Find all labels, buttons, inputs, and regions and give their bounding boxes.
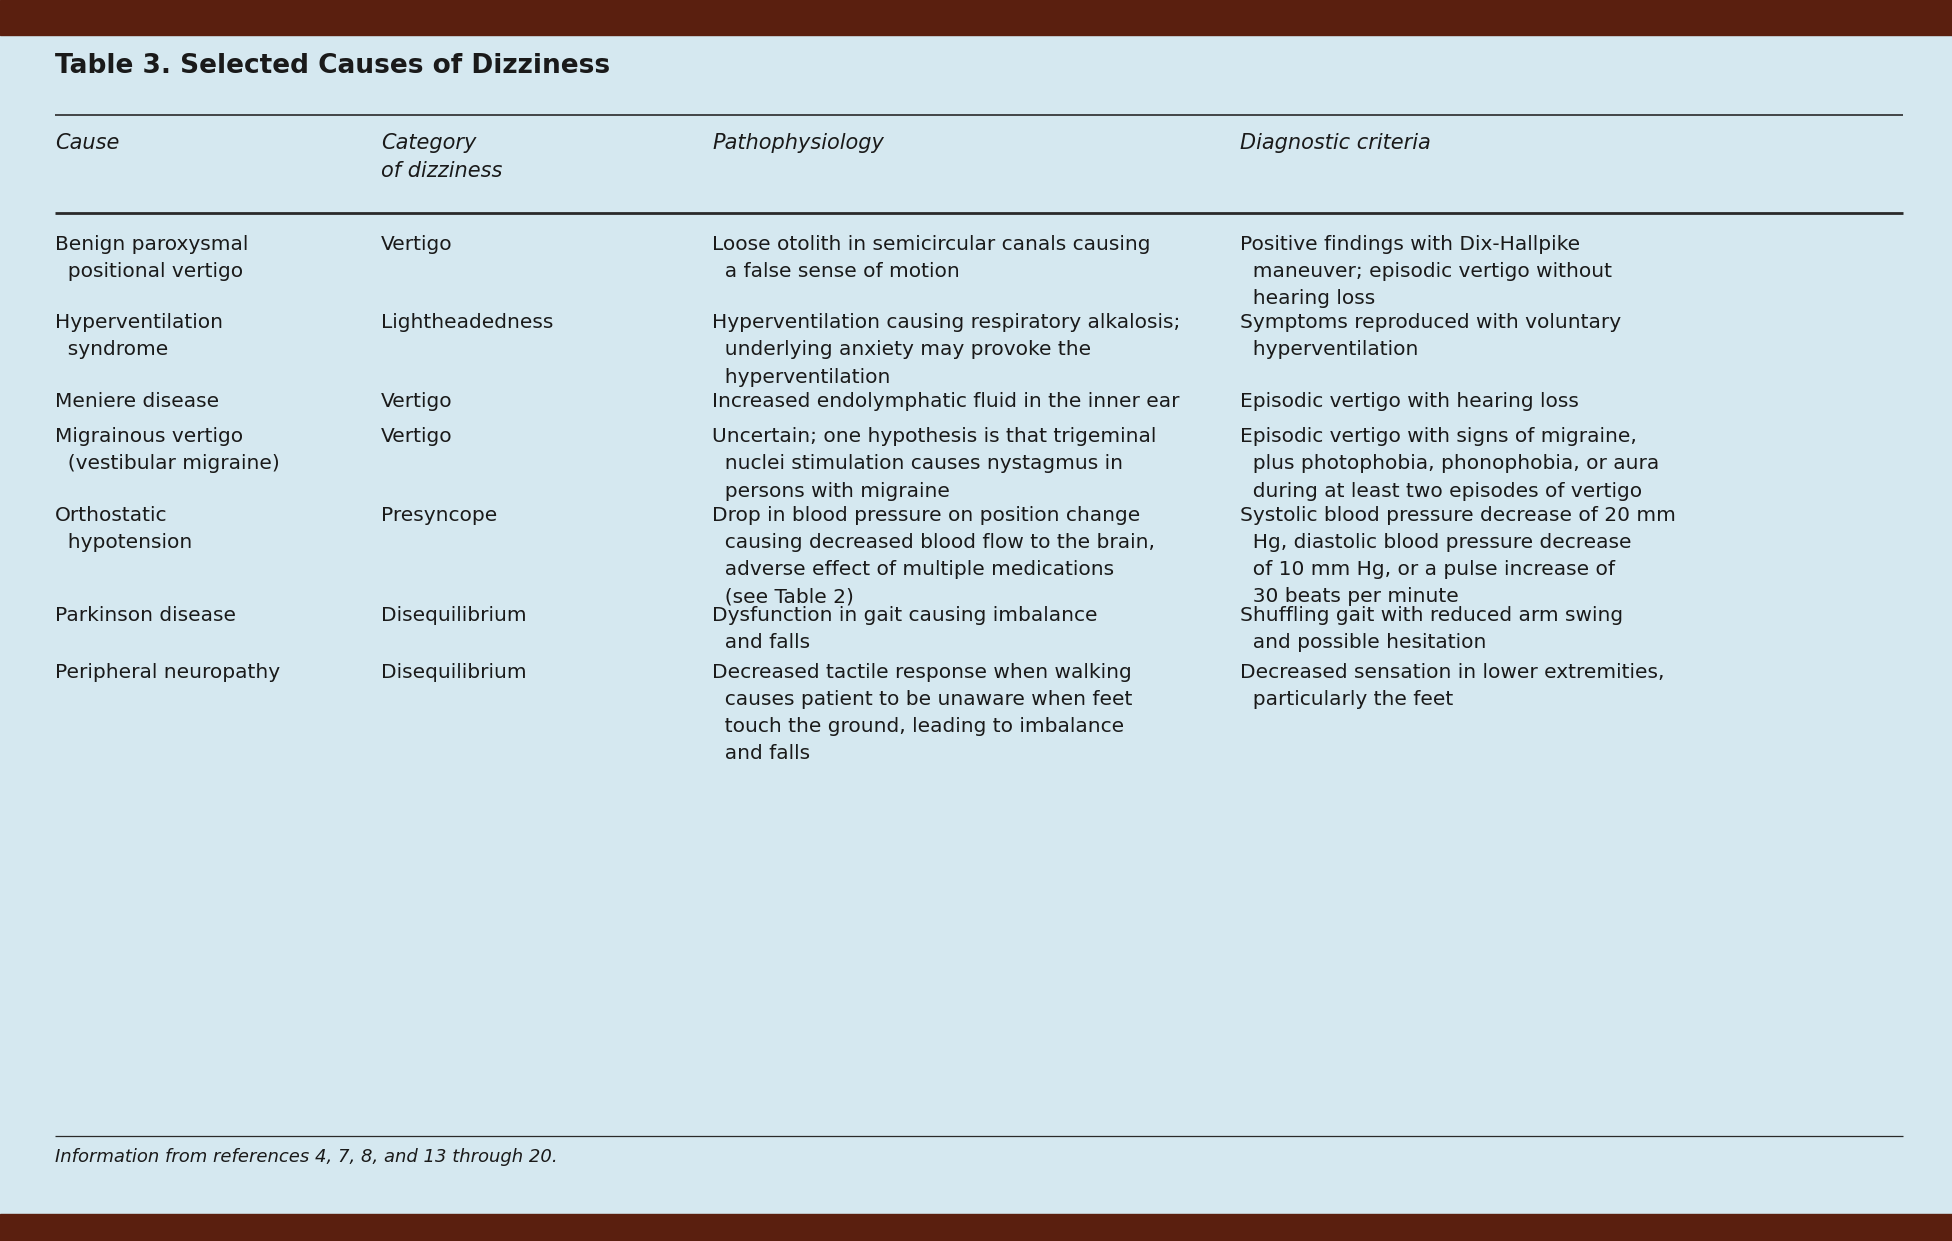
Text: Dysfunction in gait causing imbalance
  and falls: Dysfunction in gait causing imbalance an… <box>712 606 1097 652</box>
Text: Hyperventilation causing respiratory alkalosis;
  underlying anxiety may provoke: Hyperventilation causing respiratory alk… <box>712 313 1181 387</box>
Text: Decreased sensation in lower extremities,
  particularly the feet: Decreased sensation in lower extremities… <box>1240 663 1663 709</box>
Text: Shuffling gait with reduced arm swing
  and possible hesitation: Shuffling gait with reduced arm swing an… <box>1240 606 1622 652</box>
Text: Disequilibrium: Disequilibrium <box>381 606 527 624</box>
Text: Lightheadedness: Lightheadedness <box>381 313 552 333</box>
Bar <box>0 1214 1952 1241</box>
Text: Meniere disease: Meniere disease <box>55 392 219 411</box>
Text: Systolic blood pressure decrease of 20 mm
  Hg, diastolic blood pressure decreas: Systolic blood pressure decrease of 20 m… <box>1240 506 1675 607</box>
Text: Vertigo: Vertigo <box>381 392 453 411</box>
Text: Pathophysiology: Pathophysiology <box>712 133 884 153</box>
Text: Cause: Cause <box>55 133 119 153</box>
Text: Decreased tactile response when walking
  causes patient to be unaware when feet: Decreased tactile response when walking … <box>712 663 1132 763</box>
Text: Parkinson disease: Parkinson disease <box>55 606 236 624</box>
Text: Benign paroxysmal
  positional vertigo: Benign paroxysmal positional vertigo <box>55 235 248 280</box>
Bar <box>0 0 1952 35</box>
Text: Loose otolith in semicircular canals causing
  a false sense of motion: Loose otolith in semicircular canals cau… <box>712 235 1152 280</box>
Text: Positive findings with Dix-Hallpike
  maneuver; episodic vertigo without
  heari: Positive findings with Dix-Hallpike mane… <box>1240 235 1612 308</box>
Text: Diagnostic criteria: Diagnostic criteria <box>1240 133 1431 153</box>
Text: Information from references 4, 7, 8, and 13 through 20.: Information from references 4, 7, 8, and… <box>55 1148 556 1165</box>
Text: Migrainous vertigo
  (vestibular migraine): Migrainous vertigo (vestibular migraine) <box>55 427 279 474</box>
Text: Drop in blood pressure on position change
  causing decreased blood flow to the : Drop in blood pressure on position chang… <box>712 506 1156 607</box>
Text: Episodic vertigo with hearing loss: Episodic vertigo with hearing loss <box>1240 392 1579 411</box>
Text: Uncertain; one hypothesis is that trigeminal
  nuclei stimulation causes nystagm: Uncertain; one hypothesis is that trigem… <box>712 427 1158 501</box>
Text: Presyncope: Presyncope <box>381 506 498 525</box>
Text: Orthostatic
  hypotension: Orthostatic hypotension <box>55 506 191 552</box>
Text: Symptoms reproduced with voluntary
  hyperventilation: Symptoms reproduced with voluntary hyper… <box>1240 313 1620 360</box>
Text: Increased endolymphatic fluid in the inner ear: Increased endolymphatic fluid in the inn… <box>712 392 1179 411</box>
Text: Episodic vertigo with signs of migraine,
  plus photophobia, phonophobia, or aur: Episodic vertigo with signs of migraine,… <box>1240 427 1659 501</box>
Text: Hyperventilation
  syndrome: Hyperventilation syndrome <box>55 313 223 360</box>
Text: Vertigo: Vertigo <box>381 235 453 253</box>
Text: Category
of dizziness: Category of dizziness <box>381 133 502 181</box>
Text: Vertigo: Vertigo <box>381 427 453 447</box>
Text: Disequilibrium: Disequilibrium <box>381 663 527 681</box>
Text: Peripheral neuropathy: Peripheral neuropathy <box>55 663 279 681</box>
Text: Table 3. Selected Causes of Dizziness: Table 3. Selected Causes of Dizziness <box>55 53 609 78</box>
